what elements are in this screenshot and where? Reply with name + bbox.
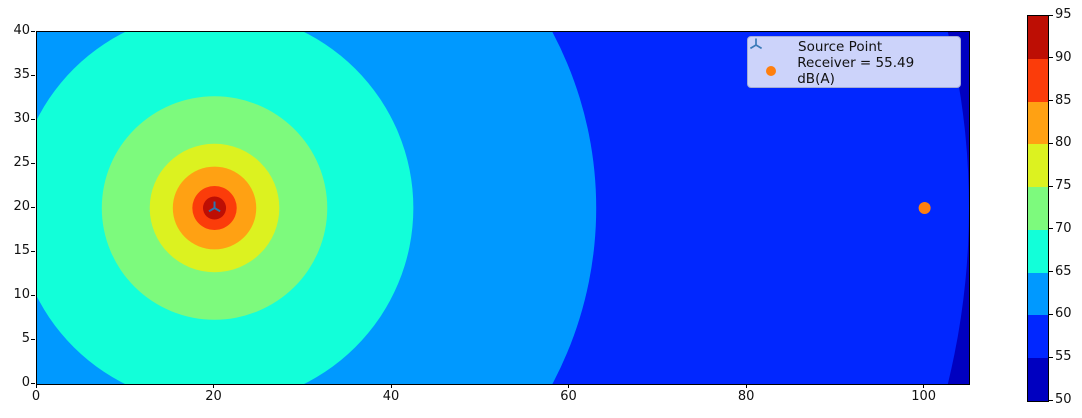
colorbar-segment	[1028, 358, 1048, 402]
colorbar-tick-label: 55	[1055, 349, 1072, 365]
x-tick-mark	[923, 384, 925, 388]
colorbar-tick-mark	[1049, 142, 1053, 144]
circle-icon	[756, 66, 785, 76]
y-tick-mark	[31, 206, 35, 208]
x-tick-label: 60	[560, 389, 577, 404]
receiver-point-marker	[918, 202, 931, 214]
y-tick-label: 0	[21, 375, 30, 390]
y-tick-mark	[31, 30, 35, 32]
colorbar-tick-mark	[1049, 100, 1053, 102]
x-tick-label: 0	[31, 389, 41, 404]
x-tick-label: 80	[737, 389, 755, 404]
colorbar-tick-label: 65	[1055, 263, 1072, 279]
x-tick-label: 40	[382, 389, 400, 404]
colorbar-tick-mark	[1049, 399, 1053, 401]
colorbar-tick-label: 80	[1055, 135, 1072, 151]
y-tick-label: 5	[21, 331, 30, 346]
x-tick-label: 20	[205, 389, 222, 404]
legend-item-receiver: Receiver = 55.49 dB(A)	[756, 55, 952, 87]
y-tick-label: 40	[13, 23, 30, 38]
y-tick-mark	[31, 382, 35, 384]
colorbar-tick-label: 75	[1055, 178, 1072, 194]
x-tick-mark	[390, 384, 392, 388]
colorbar-tick-mark	[1049, 185, 1053, 187]
colorbar-segment	[1028, 229, 1048, 273]
colorbar-tick-label: 85	[1055, 92, 1072, 108]
colorbar-segment	[1028, 272, 1048, 316]
colorbar-segment	[1028, 16, 1048, 59]
colorbar-tick-label: 90	[1055, 49, 1072, 65]
y-tick-mark	[31, 118, 35, 120]
x-tick-mark	[213, 384, 215, 388]
x-tick-mark	[35, 384, 37, 388]
colorbar-segment	[1028, 144, 1048, 188]
marker-layer	[208, 201, 931, 214]
colorbar-segment	[1028, 187, 1048, 230]
colorbar-tick-mark	[1049, 356, 1053, 358]
legend-label-receiver: Receiver = 55.49 dB(A)	[797, 55, 915, 87]
plot-area: Source Point Receiver = 55.49 dB(A)	[36, 31, 970, 385]
legend: Source Point Receiver = 55.49 dB(A)	[747, 36, 961, 88]
y-tick-mark	[31, 74, 35, 76]
legend-item-source: Source Point	[749, 38, 952, 55]
y-tick-label: 15	[13, 243, 30, 258]
y-tick-label: 20	[13, 199, 30, 214]
x-tick-mark	[568, 384, 570, 388]
y-tick-mark	[31, 294, 35, 296]
colorbar-tick-mark	[1049, 271, 1053, 273]
x-tick-mark	[745, 384, 747, 388]
colorbar-tick-label: 60	[1055, 306, 1072, 322]
colorbar	[1027, 15, 1049, 402]
colorbar-tick-mark	[1049, 313, 1053, 315]
colorbar-segment	[1028, 101, 1048, 145]
colorbar-tick-mark	[1049, 14, 1053, 16]
colorbar-tick-mark	[1049, 228, 1053, 230]
y-tick-mark	[31, 250, 35, 252]
y-tick-mark	[31, 162, 35, 164]
colorbar-tick-label: 95	[1055, 7, 1072, 22]
colorbar-segment	[1028, 315, 1048, 359]
colorbar-tick-label: 50	[1055, 392, 1072, 407]
x-tick-label: 100	[911, 389, 937, 404]
y-tick-label: 10	[13, 287, 30, 302]
y-tick-label: 25	[13, 155, 30, 170]
source-point-marker	[208, 201, 221, 213]
colorbar-segment	[1028, 58, 1048, 102]
colorbar-tick-mark	[1049, 57, 1053, 59]
legend-label-source: Source Point	[798, 39, 883, 55]
colorbar-tick-label: 70	[1055, 220, 1072, 236]
y-tick-mark	[31, 338, 35, 340]
y-tick-label: 30	[13, 111, 30, 126]
y-tick-label: 35	[13, 67, 30, 82]
